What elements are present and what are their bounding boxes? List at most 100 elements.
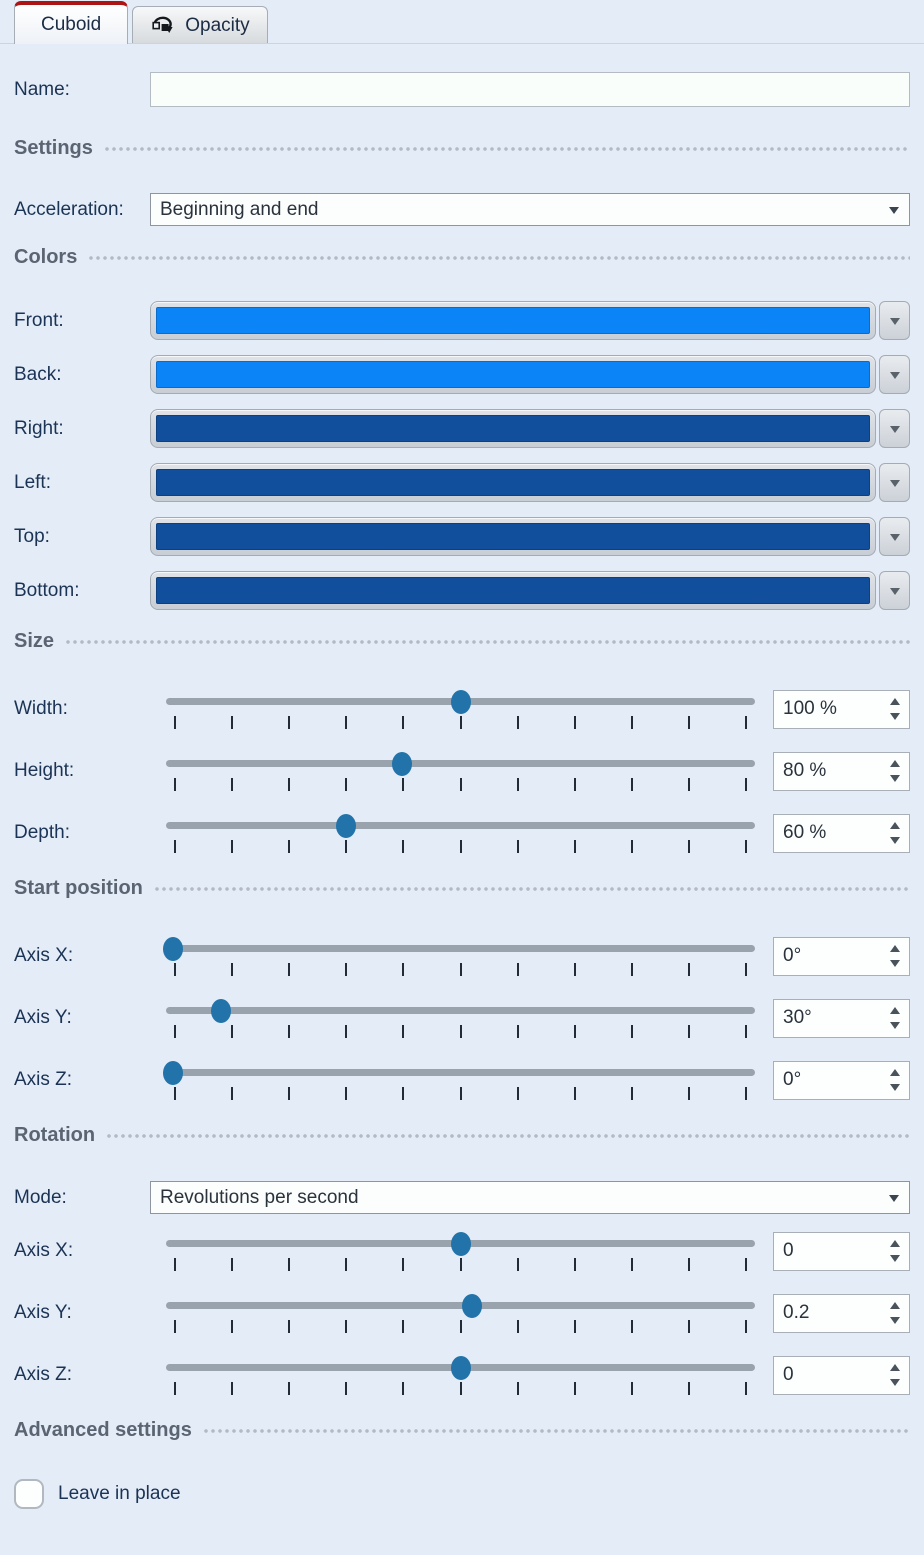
spin-value: 0: [783, 1364, 794, 1385]
spin-value: 0.2: [783, 1302, 810, 1323]
color-row-top: Top:: [14, 517, 910, 556]
start-position-section-header: Start position: [14, 877, 910, 900]
spin-down-icon[interactable]: [890, 837, 900, 849]
start-axis-y-spinbox[interactable]: 30°: [773, 998, 910, 1038]
dropdown-arrow-icon: [889, 587, 900, 600]
spin-down-icon[interactable]: [890, 1084, 900, 1096]
start-axis-z-label: Axis Z:: [14, 1069, 73, 1090]
start-axis-z-spinbox[interactable]: 0°: [773, 1060, 910, 1100]
spin-down-icon[interactable]: [890, 1379, 900, 1391]
width-slider[interactable]: [166, 689, 755, 729]
section-divider: [154, 886, 910, 891]
start-axis-y-label: Axis Y:: [14, 1007, 72, 1028]
spin-up-icon[interactable]: [890, 940, 900, 952]
height-spinbox[interactable]: 80 %: [773, 751, 910, 791]
slider-handle[interactable]: [450, 1356, 471, 1380]
right-label: Right:: [14, 417, 64, 439]
slider-track[interactable]: [166, 1302, 755, 1309]
slider-ticks: [174, 1382, 747, 1395]
spin-up-icon[interactable]: [890, 1297, 900, 1309]
front-color-dropdown-button[interactable]: [879, 301, 910, 340]
colors-title: Colors: [14, 246, 78, 268]
spin-up-icon[interactable]: [890, 817, 900, 829]
name-input[interactable]: [150, 72, 910, 107]
slider-handle[interactable]: [450, 690, 471, 714]
slider-track[interactable]: [166, 1069, 755, 1076]
settings-section-header: Settings: [14, 137, 910, 160]
start-position-title: Start position: [14, 877, 143, 899]
top-color-dropdown-button[interactable]: [879, 517, 910, 556]
right-color-picker[interactable]: [150, 409, 876, 448]
bottom-color-dropdown-button[interactable]: [879, 571, 910, 610]
rotation-axis-z-spinbox[interactable]: 0: [773, 1355, 910, 1395]
size-section-header: Size: [14, 630, 910, 653]
start-axis-z-slider[interactable]: [163, 1060, 755, 1100]
bottom-color-picker[interactable]: [150, 571, 876, 610]
front-color-picker[interactable]: [150, 301, 876, 340]
spin-down-icon[interactable]: [890, 1317, 900, 1329]
spin-up-icon[interactable]: [890, 755, 900, 767]
spin-up-icon[interactable]: [890, 1359, 900, 1371]
slider-ticks: [174, 963, 747, 976]
color-row-front: Front:: [14, 301, 910, 340]
spin-up-icon[interactable]: [890, 1235, 900, 1247]
rotation-axis-z-slider[interactable]: [166, 1355, 755, 1395]
dropdown-arrow-icon: [889, 1195, 899, 1207]
top-color-picker[interactable]: [150, 517, 876, 556]
spin-down-icon[interactable]: [890, 1255, 900, 1267]
section-divider: [66, 639, 910, 644]
dropdown-arrow-icon: [889, 207, 899, 219]
rotation-axis-y-spinbox[interactable]: 0.2: [773, 1293, 910, 1333]
advanced-settings-title: Advanced settings: [14, 1419, 192, 1441]
spin-down-icon[interactable]: [890, 960, 900, 972]
spin-value: 80 %: [783, 760, 827, 781]
start-axis-x-spinbox[interactable]: 0°: [773, 936, 910, 976]
acceleration-label: Acceleration:: [14, 198, 124, 220]
start-axis-y-slider[interactable]: [166, 998, 755, 1038]
back-color-picker[interactable]: [150, 355, 876, 394]
spin-down-icon[interactable]: [890, 1022, 900, 1034]
rotation-axis-x-slider[interactable]: [166, 1231, 755, 1271]
rotation-axis-x-spinbox[interactable]: 0: [773, 1231, 910, 1271]
slider-handle[interactable]: [450, 1232, 471, 1256]
slider-handle[interactable]: [335, 814, 356, 838]
spin-up-icon[interactable]: [890, 1002, 900, 1014]
depth-slider[interactable]: [166, 813, 755, 853]
name-label: Name:: [14, 78, 70, 100]
start-axis-x-slider[interactable]: [163, 936, 755, 976]
start-axis-y-row: Axis Y: 30°: [14, 998, 910, 1038]
slider-track[interactable]: [166, 822, 755, 829]
back-color-dropdown-button[interactable]: [879, 355, 910, 394]
slider-handle[interactable]: [210, 999, 231, 1023]
slider-track[interactable]: [166, 760, 755, 767]
dropdown-arrow-icon: [889, 317, 900, 330]
spin-up-icon[interactable]: [890, 693, 900, 705]
spin-value: 60 %: [783, 822, 827, 843]
spin-down-icon[interactable]: [890, 713, 900, 725]
rotation-axis-z-row: Axis Z: 0: [14, 1355, 910, 1395]
left-color-picker[interactable]: [150, 463, 876, 502]
tab-cuboid[interactable]: Cuboid: [14, 1, 129, 44]
leave-in-place-checkbox[interactable]: [14, 1479, 44, 1509]
spin-up-icon[interactable]: [890, 1064, 900, 1076]
left-color-dropdown-button[interactable]: [879, 463, 910, 502]
slider-handle[interactable]: [462, 1294, 483, 1318]
slider-track[interactable]: [166, 945, 755, 952]
acceleration-select[interactable]: Beginning and end: [150, 193, 910, 226]
slider-track[interactable]: [166, 1007, 755, 1014]
slider-handle[interactable]: [163, 937, 184, 961]
spin-value: 0°: [783, 1069, 802, 1090]
bottom-label: Bottom:: [14, 579, 80, 601]
section-divider: [203, 1428, 910, 1433]
right-color-dropdown-button[interactable]: [879, 409, 910, 448]
mode-select[interactable]: Revolutions per second: [150, 1181, 910, 1214]
rotation-axis-y-slider[interactable]: [166, 1293, 755, 1333]
width-spinbox[interactable]: 100 %: [773, 689, 910, 729]
spin-down-icon[interactable]: [890, 775, 900, 787]
slider-handle[interactable]: [391, 752, 412, 776]
slider-handle[interactable]: [163, 1061, 184, 1085]
tab-opacity[interactable]: Opacity: [132, 6, 268, 44]
height-slider[interactable]: [166, 751, 755, 791]
slider-ticks: [174, 1025, 747, 1038]
depth-spinbox[interactable]: 60 %: [773, 813, 910, 853]
